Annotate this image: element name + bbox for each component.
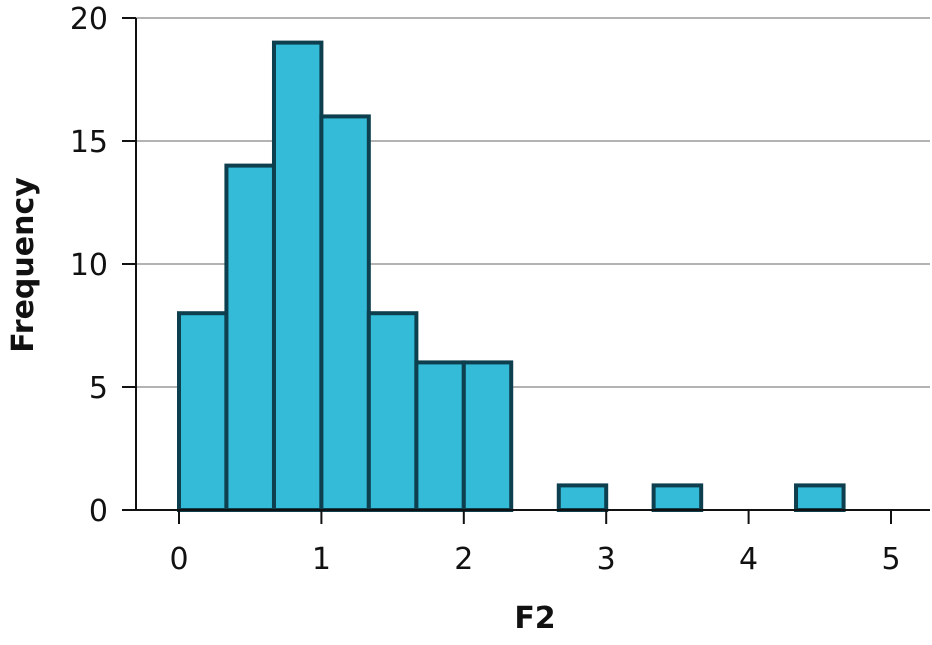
x-tick-label: 5 <box>881 542 900 577</box>
y-axis-title: Frequency <box>6 177 41 353</box>
histogram-bar <box>224 163 276 512</box>
x-tick-label: 4 <box>739 542 758 577</box>
x-axis-ticks: 0 1 2 3 4 5 <box>169 510 901 577</box>
y-tick-label: 20 <box>70 2 108 37</box>
histogram-bar <box>461 360 514 512</box>
x-axis-title: F2 <box>514 601 555 636</box>
x-tick-label: 3 <box>597 542 616 577</box>
histogram-bar <box>651 483 704 512</box>
y-tick-label: 0 <box>89 494 108 529</box>
histogram-bars <box>177 40 846 513</box>
histogram-bar <box>794 483 846 512</box>
y-tick-label: 5 <box>89 371 108 406</box>
x-tick-label: 0 <box>169 542 188 577</box>
histogram-bar <box>271 40 324 512</box>
y-tick-label: 10 <box>70 248 108 283</box>
y-tick-label: 15 <box>70 125 108 160</box>
histogram-bar <box>319 114 371 513</box>
histogram-bar <box>556 483 609 512</box>
y-axis-ticks: 0 5 10 15 20 <box>70 2 136 529</box>
x-tick-label: 1 <box>312 542 331 577</box>
x-tick-label: 2 <box>454 542 473 577</box>
histogram-bar <box>177 311 229 513</box>
histogram-bar <box>366 311 419 513</box>
histogram-bar <box>414 360 466 512</box>
